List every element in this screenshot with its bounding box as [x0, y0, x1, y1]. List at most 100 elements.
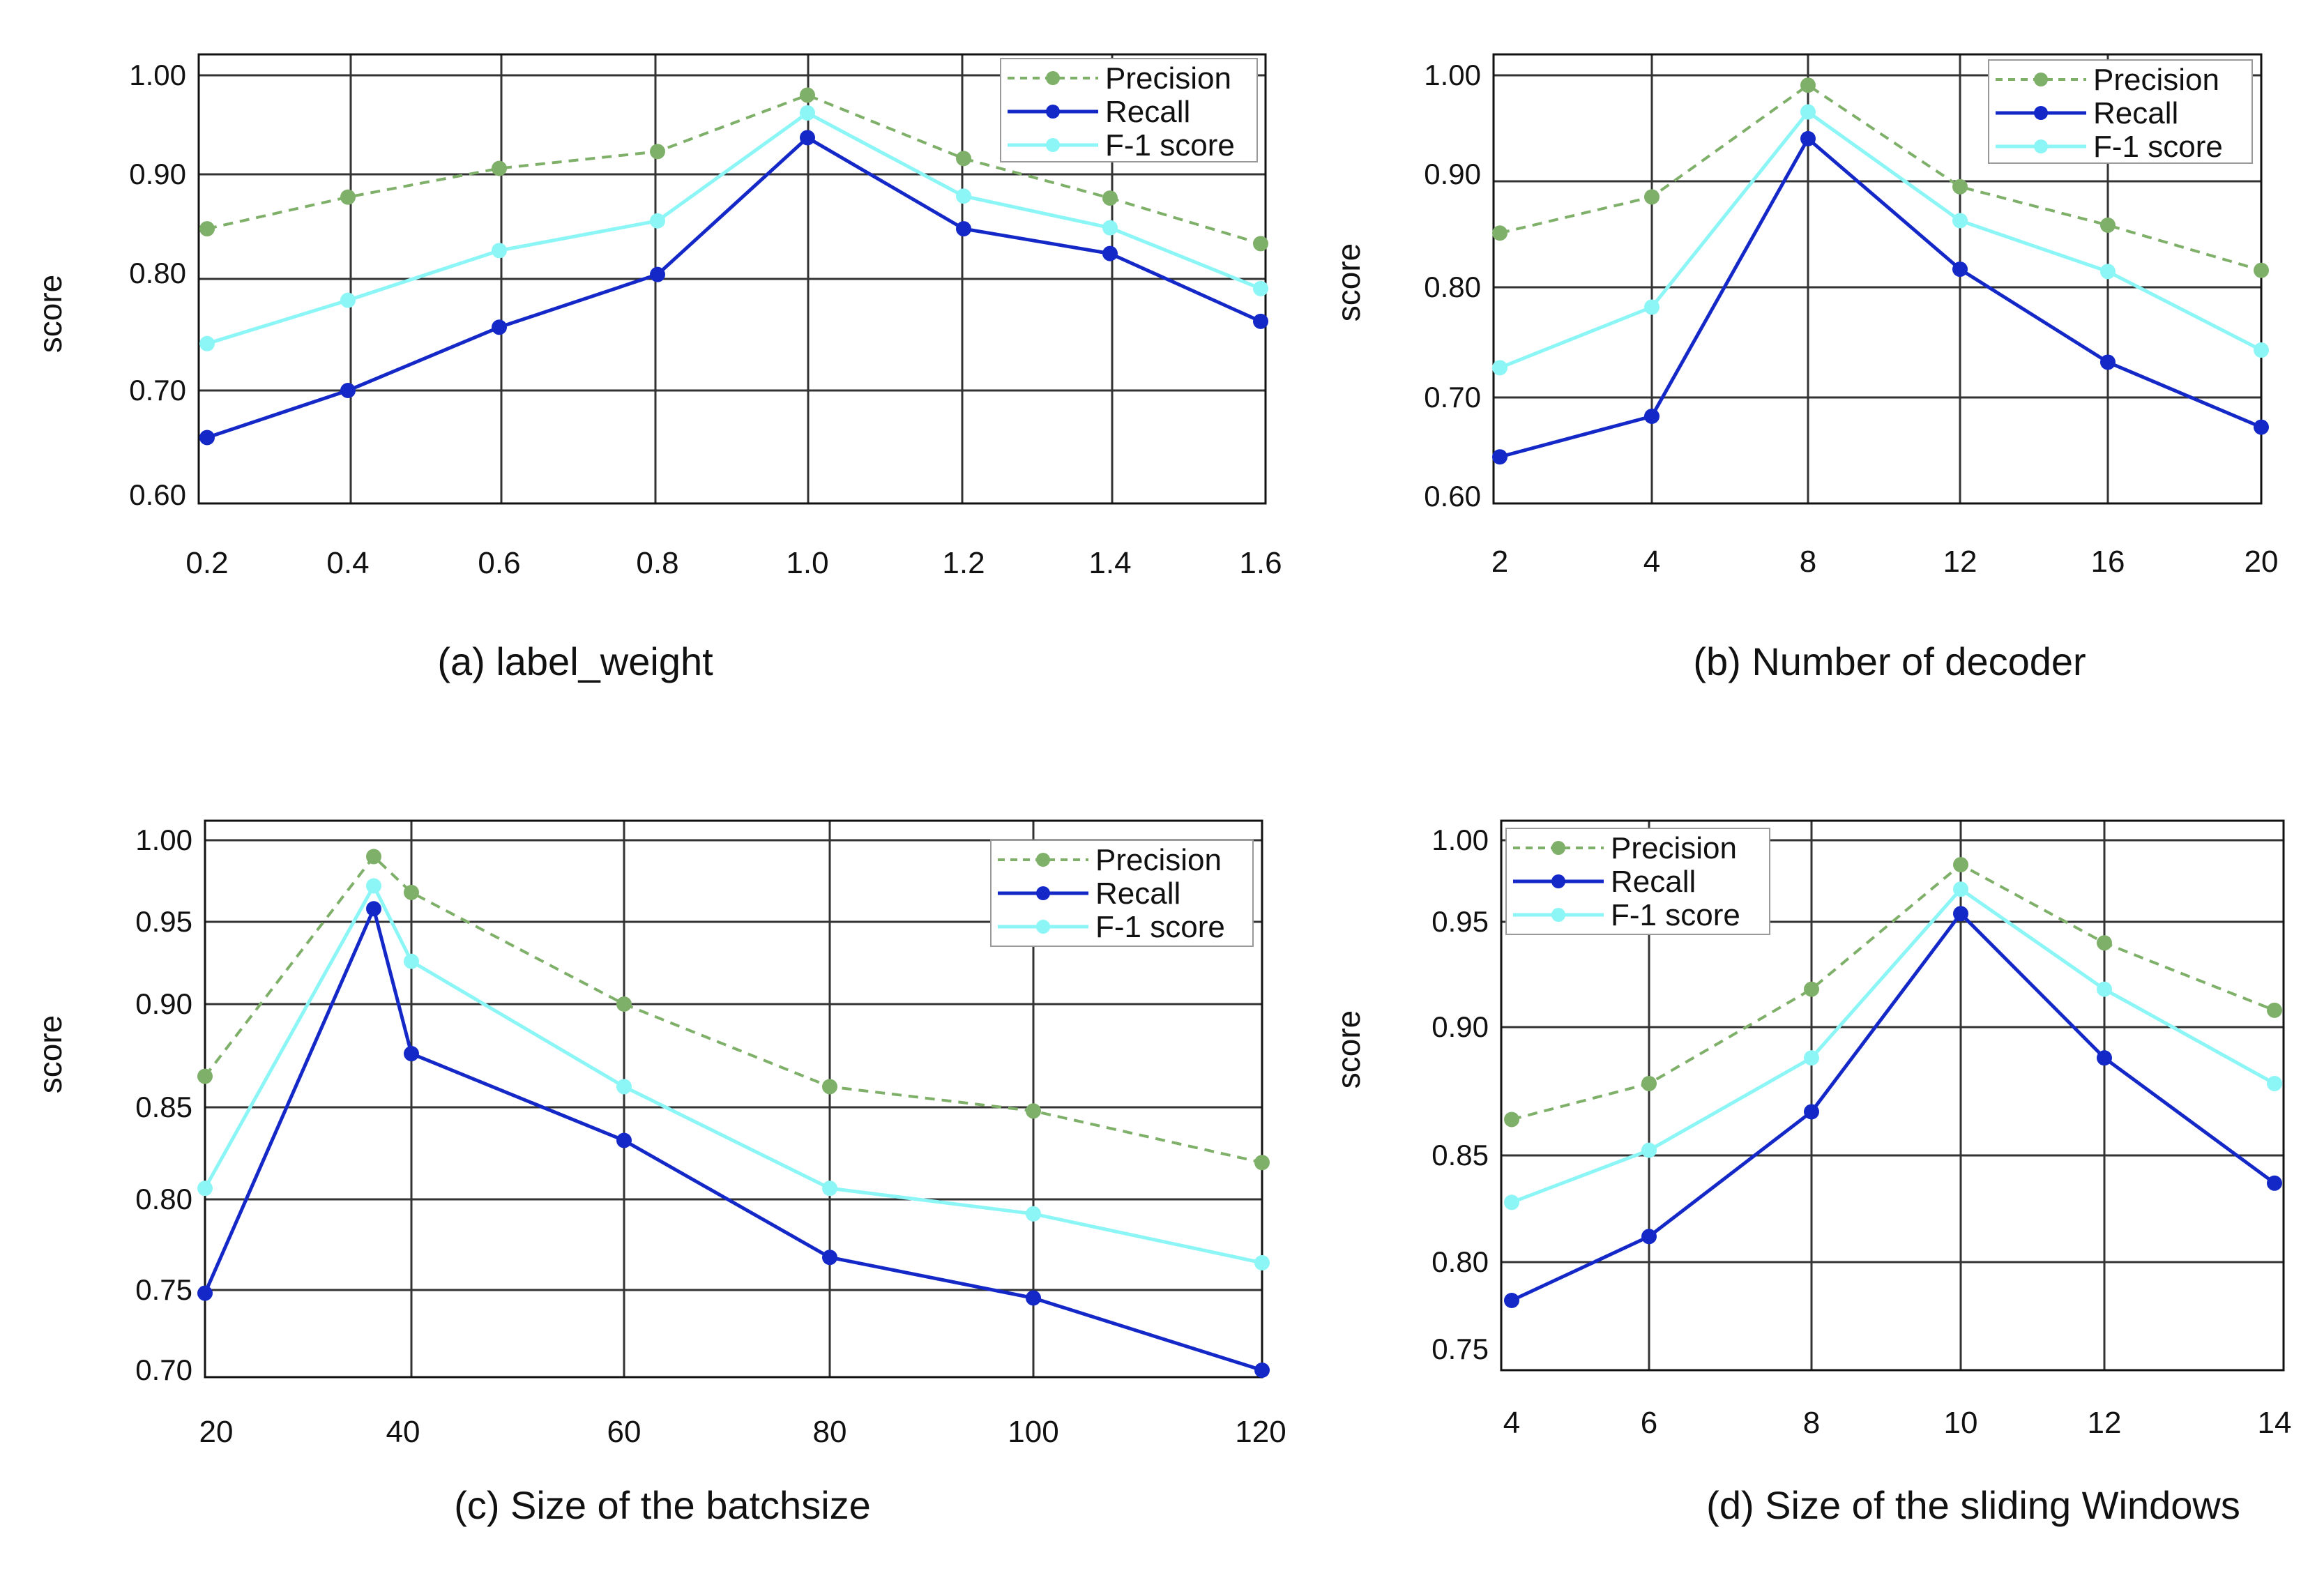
data-point-f1: [1804, 1050, 1819, 1066]
legend-label-f1: F-1 score: [1095, 910, 1225, 944]
y-tick-label: 0.80: [1424, 271, 1481, 303]
data-point-recall: [404, 1046, 419, 1062]
data-point-precision: [1953, 857, 1968, 873]
data-point-f1: [800, 105, 815, 121]
data-point-recall: [1504, 1293, 1519, 1308]
x-tick-label: 1.4: [1088, 546, 1131, 580]
data-point-f1: [1504, 1194, 1519, 1210]
legend-label-precision: Precision: [1611, 831, 1737, 865]
series-line-f1: [206, 111, 1261, 346]
series-recall: [1504, 906, 2282, 1308]
plot-frame: [1492, 53, 2263, 505]
legend-label-precision: Precision: [2093, 63, 2219, 97]
legend-label-f1: F-1 score: [2093, 130, 2223, 164]
y-tick-label: 0.60: [1424, 480, 1481, 513]
data-point-precision: [366, 849, 381, 865]
x-tick-label: 0.6: [478, 546, 520, 580]
x-tick-label: 8: [1803, 1406, 1820, 1440]
data-point-f1: [1644, 299, 1660, 315]
panel-caption: (d) Size of the sliding Windows: [1706, 1483, 2240, 1527]
legend-label-f1: F-1 score: [1105, 128, 1235, 162]
chart-panel-2: 1.00 0.90 0.80 0.70 0.60 2 4 8 12 16 20 score (b) Nu…: [1330, 53, 2279, 683]
data-point-precision: [1253, 236, 1268, 252]
y-axis-label: score: [1330, 243, 1367, 321]
data-point-recall: [199, 430, 215, 446]
y-tick-label: 0.60: [129, 478, 186, 511]
data-point-f1: [199, 335, 215, 351]
data-point-precision: [1644, 189, 1660, 205]
x-tick-label: 60: [607, 1415, 641, 1449]
y-tick-label: 0.70: [129, 374, 186, 407]
y-tick-label: 1.00: [1431, 824, 1489, 856]
data-point-f1: [1641, 1142, 1657, 1158]
data-point-f1: [1102, 220, 1118, 236]
data-point-precision: [956, 151, 971, 167]
data-point-precision: [1254, 1155, 1270, 1171]
series-line-f1: [1499, 110, 2263, 370]
y-tick-label: 0.85: [135, 1091, 192, 1123]
panel-caption: (c) Size of the batchsize: [454, 1483, 871, 1527]
series-line-precision: [1499, 84, 2262, 272]
series-recall: [197, 901, 1270, 1378]
data-point-recall: [1026, 1290, 1041, 1306]
data-point-precision: [2100, 217, 2116, 233]
data-point-precision: [2254, 262, 2269, 278]
data-point-f1: [1254, 1255, 1270, 1270]
legend-marker-f1: [2034, 139, 2048, 153]
data-point-recall: [1641, 1229, 1657, 1245]
x-tick-label: 4: [1643, 545, 1660, 579]
y-axis-label: score: [1330, 1010, 1367, 1088]
data-point-f1: [197, 1181, 213, 1197]
x-tick-label: 40: [386, 1415, 420, 1449]
x-tick-label: 0.2: [185, 546, 228, 580]
data-point-recall: [822, 1250, 837, 1266]
y-tick-label: 0.70: [1424, 381, 1481, 413]
legend-marker-recall: [2034, 106, 2048, 120]
chart-panel-4: 1.00 0.95 0.90 0.85 0.80 0.75 4 6 8 10 12 14 score (d…: [1330, 819, 2291, 1527]
data-point-f1: [956, 188, 971, 204]
series-f1: [197, 878, 1270, 1270]
legend-marker-f1: [1551, 908, 1565, 922]
y-tick-label: 0.90: [135, 987, 192, 1020]
data-point-recall: [1254, 1363, 1270, 1378]
data-point-precision: [2267, 1002, 2282, 1018]
data-point-f1: [2100, 264, 2116, 280]
data-point-f1: [822, 1181, 837, 1197]
data-point-f1: [1026, 1206, 1041, 1222]
data-point-f1: [1952, 213, 1968, 229]
data-point-recall: [1253, 313, 1268, 329]
data-point-precision: [1800, 77, 1816, 93]
data-point-recall: [2254, 419, 2269, 435]
data-point-f1: [1800, 104, 1816, 120]
series-recall: [199, 130, 1268, 446]
data-point-f1: [340, 292, 356, 308]
data-point-precision: [800, 87, 815, 103]
series-line-precision: [1511, 863, 2275, 1121]
series-precision: [199, 87, 1268, 252]
y-tick-label: 0.85: [1431, 1139, 1489, 1171]
data-point-f1: [404, 953, 419, 969]
y-tick-label: 0.75: [135, 1273, 192, 1306]
data-point-precision: [1804, 981, 1819, 997]
x-tick-label: 120: [1235, 1415, 1286, 1449]
plot-frame: [204, 819, 1263, 1379]
legend-label-precision: Precision: [1095, 843, 1222, 877]
data-point-precision: [1492, 225, 1507, 241]
data-point-precision: [650, 144, 665, 160]
x-tick-label: 1.6: [1239, 546, 1282, 580]
data-point-recall: [800, 130, 815, 146]
data-point-recall: [650, 266, 665, 282]
x-tick-label: 1.2: [942, 546, 985, 580]
data-point-f1: [2254, 342, 2269, 358]
data-point-f1: [616, 1079, 632, 1095]
data-point-recall: [1804, 1104, 1819, 1120]
data-point-recall: [1953, 906, 1968, 922]
data-point-precision: [1952, 179, 1968, 195]
series-precision: [1504, 857, 2282, 1128]
plot-frame: [1500, 819, 2285, 1372]
x-tick-label: 20: [2245, 545, 2279, 579]
data-point-precision: [1504, 1111, 1519, 1128]
